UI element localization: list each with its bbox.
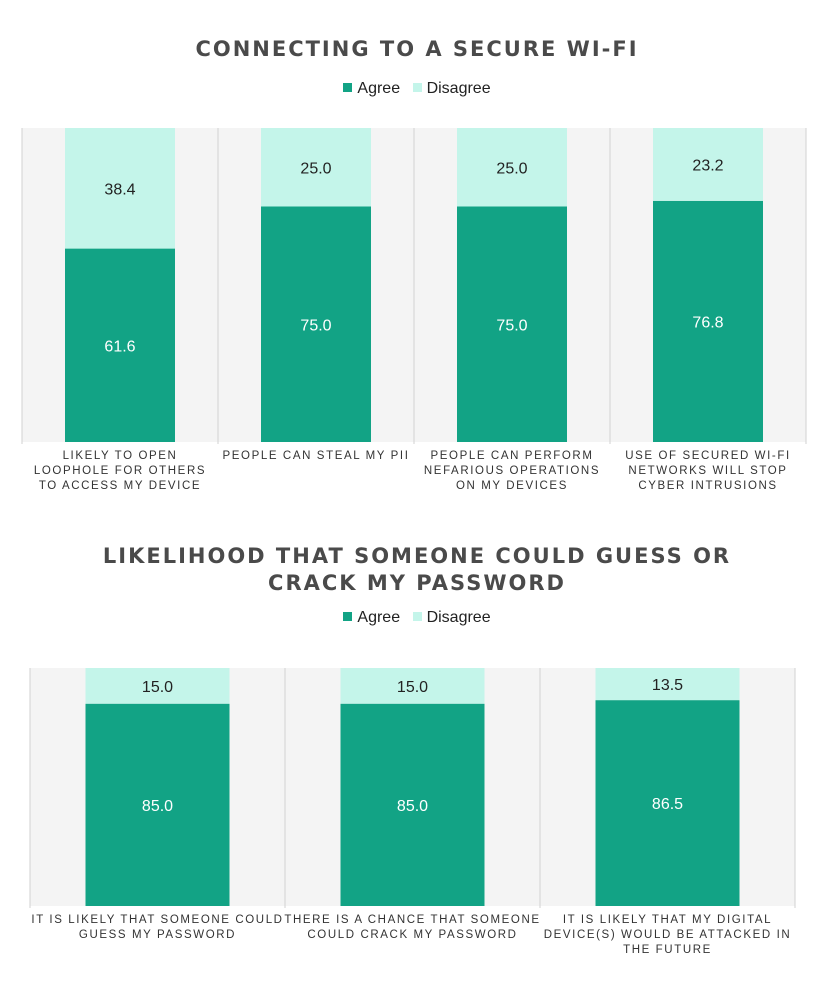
legend-item-agree: Agree [343, 80, 400, 98]
legend-item-disagree: Disagree [412, 80, 491, 98]
legend-label-agree: Agree [357, 80, 401, 97]
category-label: TO ACCESS MY DEVICE [39, 480, 201, 492]
bar-disagree [457, 128, 567, 207]
legend-label-agree: Agree [357, 609, 401, 626]
bar-disagree [261, 128, 371, 207]
legend-swatch-agree [343, 83, 353, 93]
data-label-disagree: 25.0 [496, 160, 527, 177]
category-label: NETWORKS WILL STOP [628, 465, 787, 477]
legend-wifi: Agree Disagree [0, 80, 834, 98]
legend-swatch-disagree [412, 83, 422, 93]
legend-item-disagree: Disagree [412, 609, 491, 627]
bar-agree [457, 206, 567, 442]
legend-label-disagree: Disagree [426, 80, 491, 97]
category-label: PEOPLE CAN STEAL MY PII [223, 450, 410, 462]
data-label-disagree: 38.4 [104, 181, 135, 198]
data-label-agree: 61.6 [104, 338, 135, 355]
bar-disagree [653, 128, 763, 201]
bar-agree [261, 206, 371, 442]
bar-disagree [65, 128, 175, 249]
legend-swatch-agree [343, 612, 353, 622]
data-label-disagree: 23.2 [692, 157, 723, 174]
bar-agree [653, 200, 763, 442]
chart-title-wifi: CONNECTING TO A SECURE WI-FI [0, 36, 834, 63]
legend-password: Agree Disagree [0, 609, 834, 627]
category-label: ON MY DEVICES [456, 480, 568, 492]
legend-swatch-disagree [412, 612, 422, 622]
category-label: LIKELY TO OPEN [63, 450, 178, 462]
legend-label-disagree: Disagree [426, 609, 491, 626]
chart-title-line: LIKELIHOOD THAT SOMEONE COULD GUESS OR [102, 544, 732, 568]
category-label: NEFARIOUS OPERATIONS [424, 465, 600, 477]
data-label-agree: 75.0 [300, 317, 331, 334]
chart-title-password: LIKELIHOOD THAT SOMEONE COULD GUESS OR C… [0, 543, 834, 597]
bar-agree [65, 248, 175, 442]
data-label-disagree: 25.0 [300, 160, 331, 177]
category-label: LOOPHOLE FOR OTHERS [34, 465, 206, 477]
chart-title-line: CONNECTING TO A SECURE WI-FI [195, 37, 639, 61]
chart-title-line: CRACK MY PASSWORD [268, 571, 566, 595]
data-label-agree: 75.0 [496, 317, 527, 334]
category-label: CYBER INTRUSIONS [638, 480, 777, 492]
legend-item-agree: Agree [343, 609, 400, 627]
data-label-agree: 76.8 [692, 314, 723, 331]
category-label: PEOPLE CAN PERFORM [431, 450, 594, 462]
category-label: USE OF SECURED WI-FI [625, 450, 791, 462]
